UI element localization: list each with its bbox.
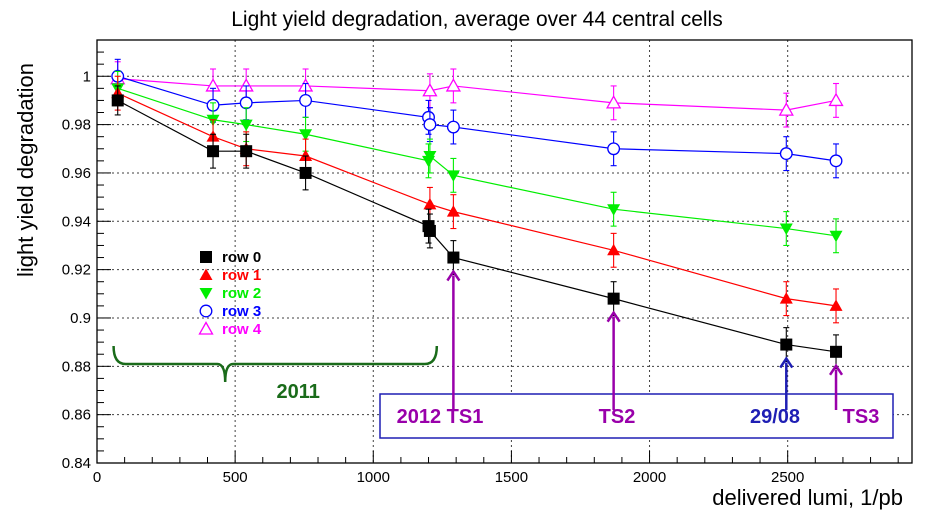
- data-point: [299, 149, 313, 162]
- arrow-label: TS2: [599, 406, 636, 428]
- data-point: [447, 251, 460, 264]
- plot-area-frame: [96, 39, 913, 464]
- legend-label: row 2: [222, 285, 261, 302]
- y-tick-label: 0.94: [62, 213, 91, 230]
- bracket-2011: [112, 345, 439, 383]
- y-tick-label: 0.88: [62, 358, 91, 375]
- arrow-head: [446, 269, 461, 282]
- y-tick-label: 0.92: [62, 262, 91, 279]
- annotations: 2011 2012 TS1 TS2 29/08 TS3: [112, 269, 894, 439]
- y-tick-label: 0.98: [62, 117, 91, 134]
- arrow-head: [828, 363, 844, 376]
- series-row-2: [111, 70, 843, 254]
- legend-marker: [199, 268, 213, 280]
- data-point: [606, 95, 622, 109]
- data-point: [111, 94, 124, 107]
- data-point: [423, 224, 436, 237]
- data-point: [829, 299, 843, 311]
- data-point: [239, 96, 253, 110]
- data-point: [779, 223, 793, 236]
- data-point: [299, 129, 313, 141]
- arrow-head: [606, 310, 621, 323]
- x-tick-label: 500: [223, 469, 248, 486]
- grid: [97, 40, 912, 463]
- plot-series: [110, 58, 844, 370]
- data-point: [423, 118, 437, 132]
- data-point: [607, 243, 621, 256]
- legend-marker: [199, 288, 213, 300]
- data-point: [423, 197, 437, 210]
- data-point: [607, 204, 621, 216]
- arrow-head: [779, 356, 794, 369]
- data-point: [780, 338, 793, 351]
- y-tick-label: 0.9: [70, 310, 91, 327]
- data-point: [299, 166, 312, 179]
- arrow-label: TS3: [843, 406, 880, 428]
- data-point: [423, 151, 437, 163]
- data-point: [607, 142, 621, 156]
- x-tick-label: 2500: [771, 469, 804, 486]
- legend-label: row 0: [222, 249, 261, 266]
- data-point: [829, 230, 843, 243]
- x-tick-label: 0: [93, 469, 101, 486]
- series-line: [117, 87, 837, 237]
- y-tick-label: 0.84: [62, 455, 91, 472]
- data-point: [239, 119, 253, 132]
- legend-label: row 3: [222, 303, 261, 320]
- data-point: [779, 292, 793, 304]
- data-point: [446, 120, 460, 134]
- legend-marker: [199, 304, 213, 318]
- legend-marker: [198, 321, 214, 335]
- y-tick-label: 1: [83, 68, 91, 85]
- bracket-label: 2011: [276, 381, 319, 403]
- y-tick-label: 0.96: [62, 165, 91, 182]
- data-point: [778, 102, 794, 116]
- data-point: [830, 345, 843, 358]
- x-tick-label: 1500: [495, 469, 528, 486]
- data-point: [445, 78, 462, 92]
- data-point: [207, 145, 220, 158]
- y-axis-label: light yield degradation: [13, 63, 38, 277]
- legend-label: row 1: [222, 267, 261, 284]
- data-point: [446, 170, 460, 182]
- arrow-label: 2012 TS1: [397, 406, 484, 428]
- series-line: [117, 78, 837, 111]
- data-point: [299, 93, 313, 107]
- series-row-1: [111, 75, 843, 324]
- data-point: [422, 82, 438, 97]
- data-point: [829, 154, 843, 168]
- legend-marker: [200, 251, 212, 263]
- legend-label: row 4: [222, 321, 262, 338]
- arrow-label: 29/08: [750, 406, 800, 428]
- data-point: [828, 92, 844, 107]
- chart-title: Light yield degradation, average over 44…: [231, 8, 722, 31]
- annotation-box: [379, 393, 894, 439]
- series-row-3: [111, 58, 843, 179]
- y-tick-label: 0.86: [62, 407, 91, 424]
- data-point: [607, 292, 620, 305]
- x-axis-label: delivered lumi, 1/pb: [712, 485, 903, 510]
- data-point: [240, 145, 253, 158]
- data-point: [446, 205, 460, 217]
- series-row-4: [110, 61, 844, 128]
- data-point: [779, 147, 793, 161]
- series-row-0: [111, 85, 843, 370]
- axis-ticks: 0 500 1000 1500 2000 2500 0.84 0.86 0.88 0.9 0.92 0…: [62, 39, 899, 486]
- x-tick-label: 1000: [357, 469, 390, 486]
- x-tick-label: 2000: [633, 469, 666, 486]
